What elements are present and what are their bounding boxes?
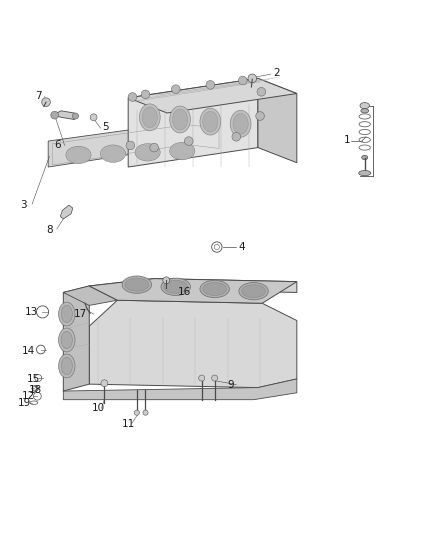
Polygon shape <box>64 286 89 391</box>
Text: 4: 4 <box>238 242 245 252</box>
Circle shape <box>101 380 108 387</box>
Text: 16: 16 <box>178 287 191 297</box>
Ellipse shape <box>122 276 152 293</box>
Ellipse shape <box>125 278 149 291</box>
Ellipse shape <box>170 142 195 160</box>
Polygon shape <box>89 300 297 387</box>
Ellipse shape <box>171 144 193 158</box>
Text: 8: 8 <box>46 225 53 235</box>
Ellipse shape <box>102 146 124 161</box>
Ellipse shape <box>170 106 191 133</box>
Ellipse shape <box>142 107 157 128</box>
Polygon shape <box>128 78 258 167</box>
Text: 11: 11 <box>122 419 135 430</box>
Text: 13: 13 <box>25 307 38 317</box>
Ellipse shape <box>242 285 265 297</box>
Ellipse shape <box>233 114 248 134</box>
Polygon shape <box>64 286 117 305</box>
Text: 19: 19 <box>18 398 31 408</box>
Circle shape <box>257 87 266 96</box>
Circle shape <box>150 143 159 152</box>
Polygon shape <box>89 279 297 297</box>
Polygon shape <box>53 111 78 119</box>
Ellipse shape <box>59 354 75 378</box>
Text: 18: 18 <box>29 385 42 395</box>
Circle shape <box>184 137 193 146</box>
Circle shape <box>141 90 150 99</box>
Circle shape <box>163 277 170 284</box>
Text: 17: 17 <box>74 309 88 319</box>
Ellipse shape <box>61 332 72 349</box>
Ellipse shape <box>173 109 187 130</box>
Polygon shape <box>64 379 297 400</box>
Text: 3: 3 <box>20 200 27 210</box>
Ellipse shape <box>161 278 191 295</box>
Ellipse shape <box>203 282 226 295</box>
Polygon shape <box>89 279 297 303</box>
Circle shape <box>128 93 137 101</box>
Ellipse shape <box>61 357 72 375</box>
Polygon shape <box>60 205 73 219</box>
Ellipse shape <box>67 148 89 162</box>
Circle shape <box>212 375 218 381</box>
Text: 5: 5 <box>102 122 109 132</box>
Ellipse shape <box>203 111 218 132</box>
Ellipse shape <box>135 144 160 161</box>
Text: 7: 7 <box>35 91 42 101</box>
Ellipse shape <box>137 145 159 160</box>
Circle shape <box>143 410 148 415</box>
Ellipse shape <box>66 146 91 164</box>
Ellipse shape <box>239 282 268 300</box>
Circle shape <box>238 76 247 85</box>
Ellipse shape <box>61 305 72 322</box>
Text: 12: 12 <box>22 391 35 401</box>
Ellipse shape <box>59 328 75 352</box>
Circle shape <box>90 114 97 121</box>
Ellipse shape <box>359 171 371 176</box>
Ellipse shape <box>360 103 370 109</box>
Ellipse shape <box>200 280 230 297</box>
Ellipse shape <box>361 109 369 113</box>
Text: 10: 10 <box>92 403 105 414</box>
Text: 15: 15 <box>27 374 40 384</box>
Text: 14: 14 <box>22 346 35 356</box>
Text: 1: 1 <box>343 135 350 145</box>
Text: 2: 2 <box>273 68 280 78</box>
Ellipse shape <box>362 155 368 160</box>
Circle shape <box>51 111 59 119</box>
Circle shape <box>171 85 180 93</box>
Circle shape <box>232 132 240 141</box>
Circle shape <box>134 410 139 415</box>
Polygon shape <box>128 78 297 113</box>
Circle shape <box>206 80 215 89</box>
Ellipse shape <box>200 108 221 135</box>
Polygon shape <box>258 78 297 163</box>
Ellipse shape <box>100 145 126 162</box>
Circle shape <box>72 113 78 119</box>
Ellipse shape <box>230 110 251 137</box>
Circle shape <box>248 74 257 83</box>
Circle shape <box>256 112 265 120</box>
Ellipse shape <box>139 104 160 131</box>
Ellipse shape <box>164 280 187 293</box>
Ellipse shape <box>59 302 75 326</box>
Text: 9: 9 <box>228 381 234 390</box>
Circle shape <box>42 98 50 107</box>
Circle shape <box>199 375 205 381</box>
Circle shape <box>126 141 134 150</box>
Text: 6: 6 <box>55 140 61 150</box>
Polygon shape <box>48 122 223 167</box>
